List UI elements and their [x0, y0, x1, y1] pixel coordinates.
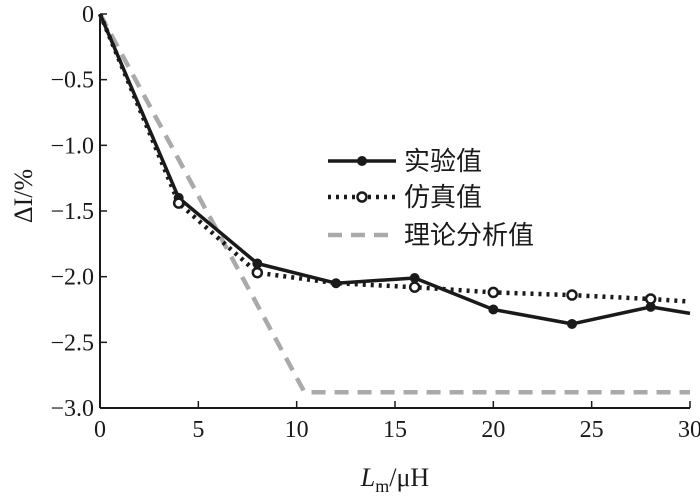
- y-tick-label: −2.5: [50, 330, 94, 356]
- legend-label-0: 实验值: [404, 147, 482, 177]
- series-line-1: [97, 13, 691, 304]
- series-point-0: [331, 278, 341, 289]
- series-point-0: [488, 304, 499, 315]
- series-point-1: [487, 286, 500, 299]
- legend-marker-0: [357, 156, 367, 166]
- y-tick-label: −2.0: [50, 265, 94, 291]
- series-line-0: [98, 13, 691, 326]
- legend-label-1: 仿真值: [404, 183, 482, 213]
- legend-marker-1: [356, 191, 368, 203]
- series-point-1: [172, 197, 185, 209]
- series-point-1: [644, 293, 657, 305]
- x-tick-label: 5: [192, 417, 204, 443]
- y-tick-label: −1.5: [50, 199, 94, 225]
- series-point-0: [645, 301, 656, 312]
- x-ticks: 0 5 10 15 20 25 30: [94, 401, 700, 443]
- y-ticks: 0 −0.5 −1.0 −1.5 −2.0 −2.5 −3.0: [50, 2, 107, 422]
- series-point-1: [408, 281, 421, 293]
- x-axis-label-main: L: [360, 463, 375, 492]
- series-point-1: [251, 266, 264, 279]
- x-axis-label: Lm/μH: [360, 463, 430, 496]
- series-point-0: [252, 258, 263, 269]
- legend-label-2: 理论分析值: [404, 221, 534, 251]
- y-tick-label: −0.5: [50, 68, 94, 94]
- x-tick-label: 15: [383, 417, 407, 443]
- y-tick-label: 0: [82, 2, 94, 28]
- y-tick-label: −3.0: [50, 396, 94, 422]
- y-tick-label: −1.0: [50, 133, 94, 159]
- x-axis-label-sub: m: [375, 476, 389, 496]
- x-tick-label: 10: [285, 417, 309, 443]
- series-point-0: [567, 318, 577, 329]
- x-tick-label: 20: [481, 417, 505, 443]
- series-layer: [97, 12, 691, 395]
- y-axis-label: ΔI/%: [9, 169, 38, 223]
- x-tick-label: 25: [580, 417, 604, 443]
- x-tick-label: 0: [94, 417, 106, 443]
- x-tick-label: 30: [678, 417, 700, 443]
- series-line-2: [98, 12, 690, 395]
- x-axis-label-unit: /μH: [389, 463, 429, 492]
- series-point-1: [566, 289, 578, 301]
- series-point-0: [409, 272, 420, 283]
